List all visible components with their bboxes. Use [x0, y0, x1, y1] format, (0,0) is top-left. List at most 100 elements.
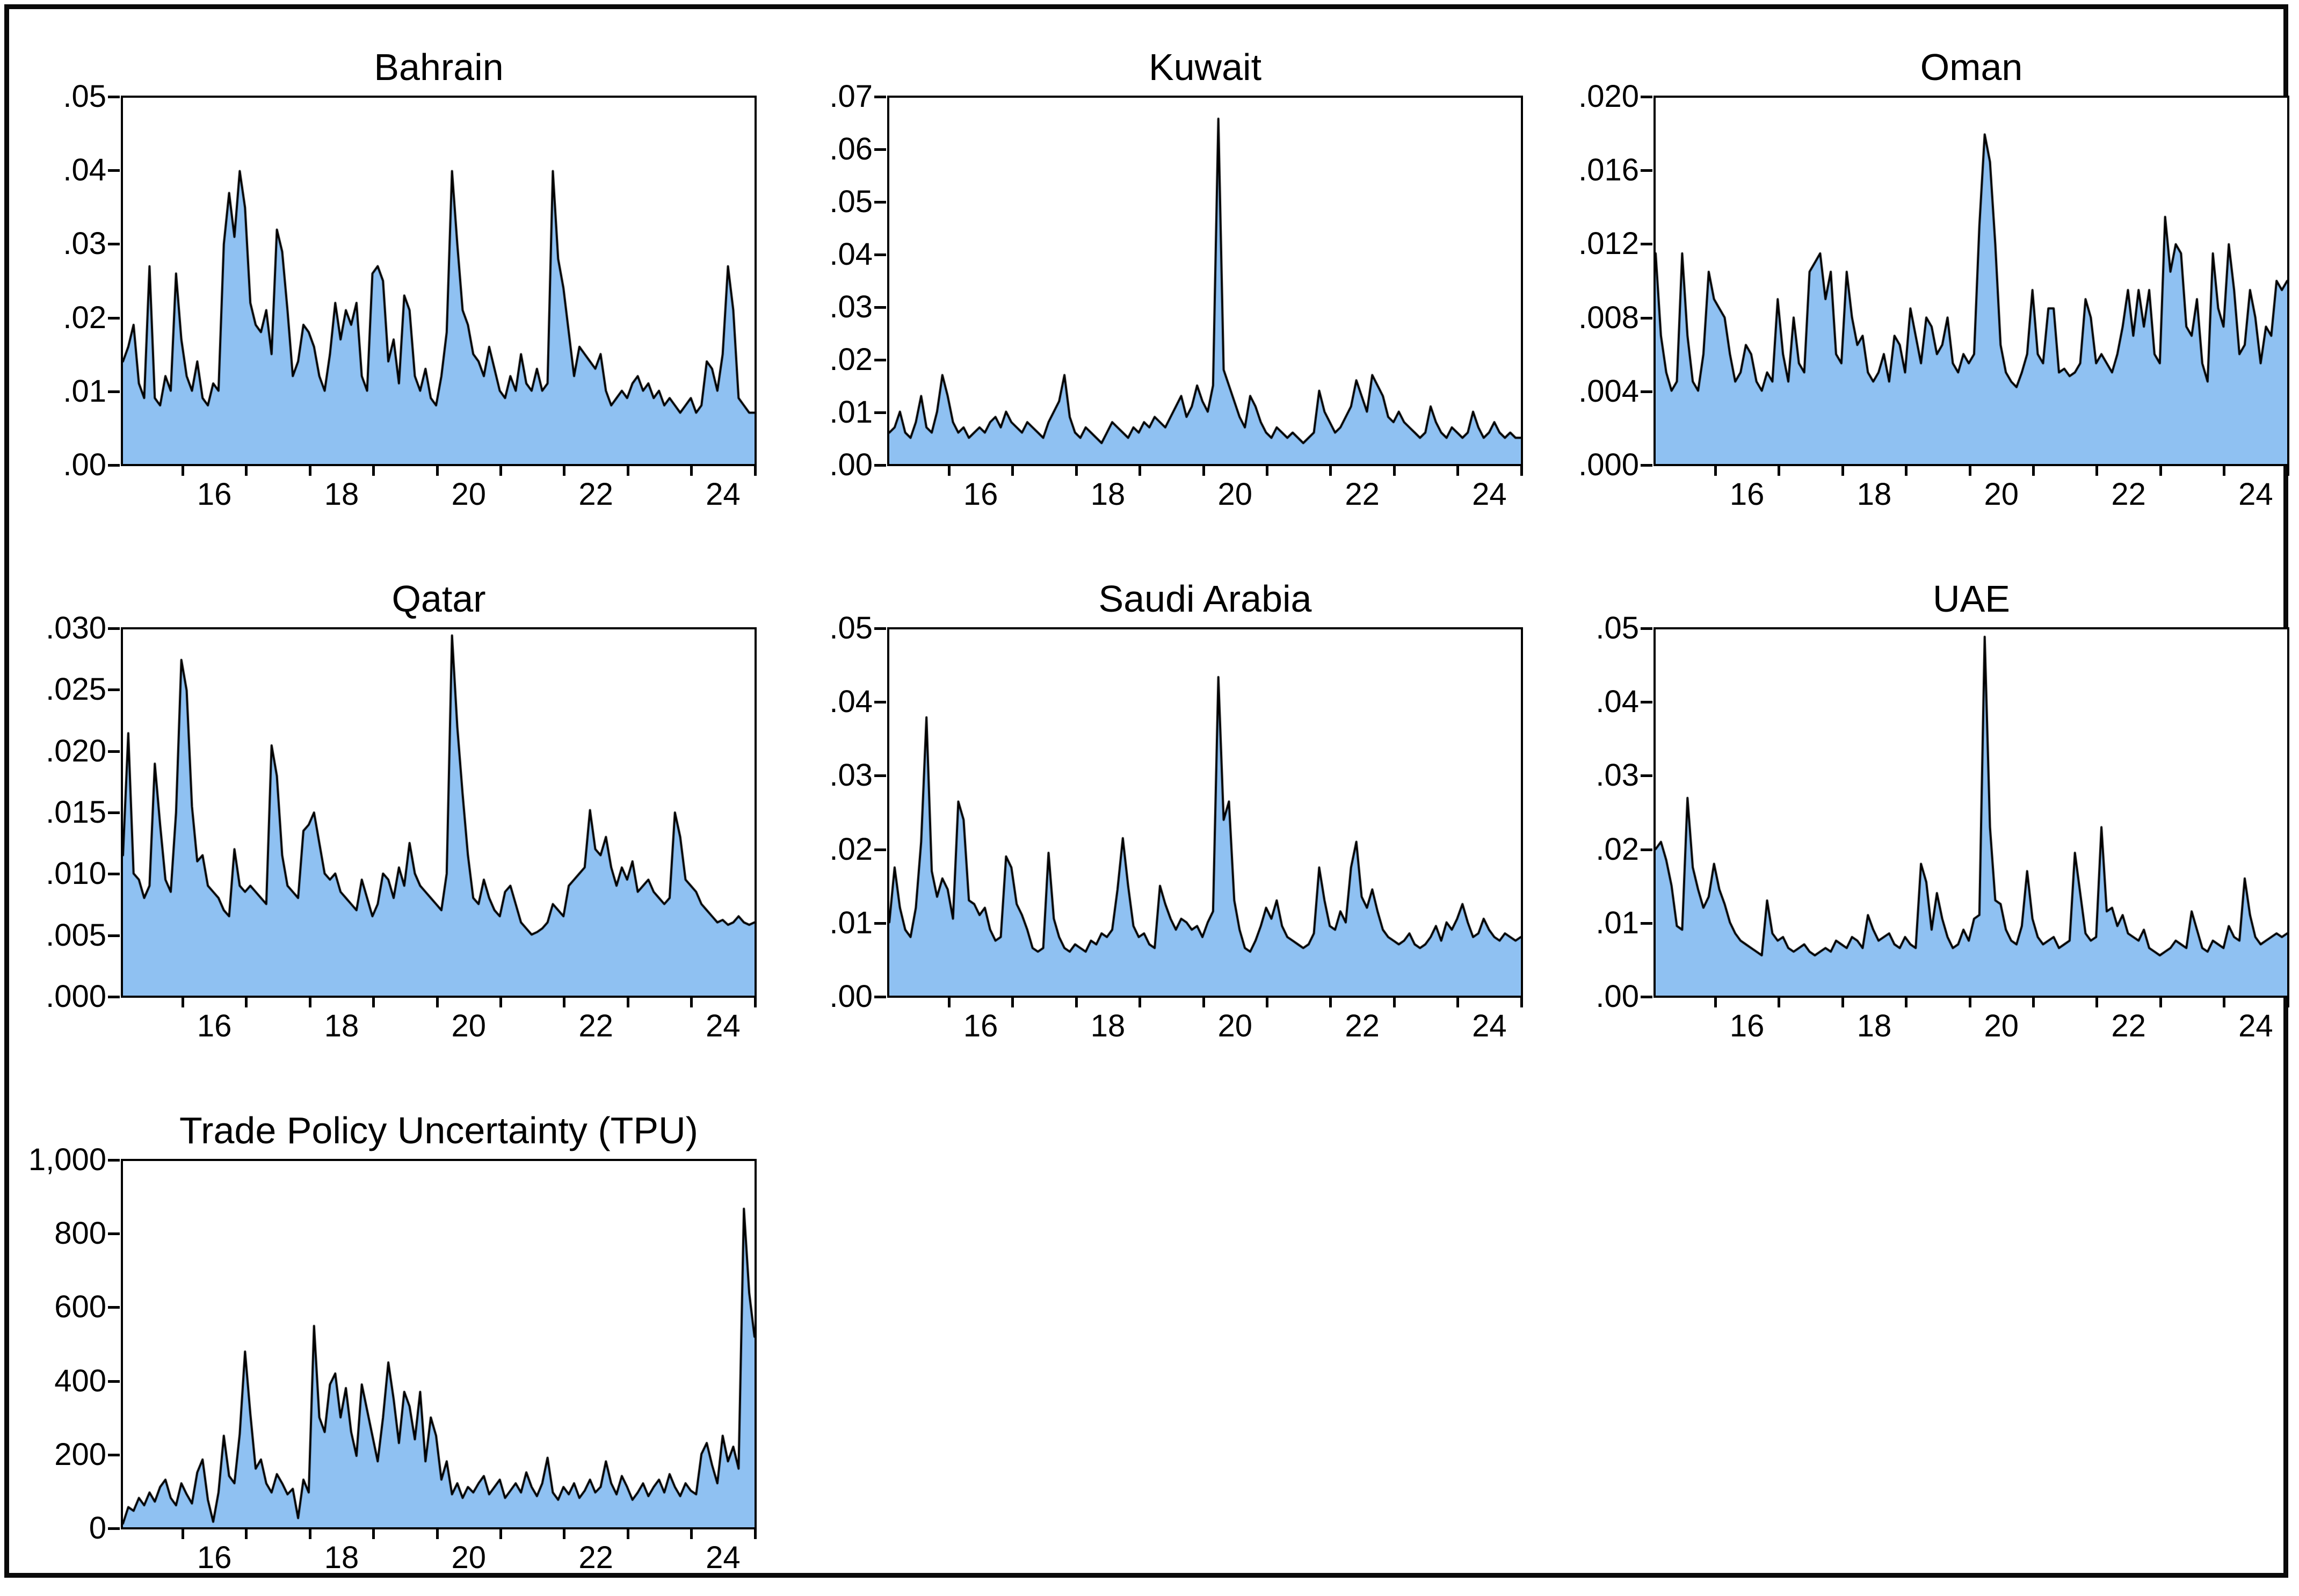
y-tick-mark: [1641, 464, 1652, 467]
y-tick-label: .02: [1595, 831, 1639, 867]
y-tick-label: .00: [829, 979, 873, 1014]
y-tick-label: 600: [54, 1289, 106, 1325]
x-tick-mark: [2159, 465, 2162, 476]
x-tick-label: 20: [1217, 1009, 1253, 1043]
y-tick-mark: [108, 390, 120, 393]
y-tick-mark: [1641, 996, 1652, 998]
x-tick-mark: [690, 1528, 693, 1539]
y-tick-label: .03: [829, 758, 873, 793]
area-series-canvas: [889, 629, 1521, 996]
x-tick-mark: [1202, 997, 1205, 1007]
x-tick-mark: [245, 997, 248, 1007]
x-tick-mark: [372, 997, 375, 1007]
x-tick-mark: [245, 1528, 248, 1539]
y-tick-label: .00: [829, 447, 873, 482]
y-tick-label: .020: [1578, 79, 1639, 114]
y-tick-mark: [874, 774, 886, 778]
x-tick-mark: [1266, 997, 1268, 1007]
y-tick-label: .04: [829, 684, 873, 720]
y-tick-label: .000: [1578, 447, 1639, 482]
chart-title: Qatar: [391, 578, 486, 620]
y-tick-mark: [108, 96, 120, 98]
x-tick-mark: [626, 465, 629, 476]
x-tick-label: 18: [1856, 477, 1892, 512]
y-tick-mark: [108, 169, 120, 172]
y-tick-label: .05: [1595, 611, 1639, 645]
x-tick-mark: [372, 465, 375, 476]
x-tick-mark: [1329, 997, 1332, 1007]
y-tick-label: .05: [829, 184, 873, 219]
y-tick-mark: [108, 996, 120, 998]
y-tick-label: .03: [829, 289, 873, 324]
x-tick-label: 24: [1472, 1009, 1507, 1043]
x-tick-mark: [436, 465, 439, 476]
x-tick-mark: [1520, 997, 1523, 1007]
y-tick-label: .01: [1595, 905, 1639, 940]
x-tick-mark: [1714, 997, 1717, 1007]
area-series-canvas: [1656, 629, 2287, 996]
x-tick-mark: [2032, 465, 2035, 476]
x-tick-mark: [1138, 465, 1142, 476]
y-tick-label: .01: [829, 395, 873, 430]
x-tick-mark: [1905, 465, 1908, 476]
y-tick-label: .02: [829, 342, 873, 377]
chart-title: Kuwait: [1148, 46, 1262, 88]
x-tick-mark: [2159, 997, 2162, 1007]
x-tick-mark: [948, 997, 951, 1007]
chart-oman: Oman .000 .004 .008 .012 .016 .020 16 18 20 22 24: [1533, 0, 2299, 532]
y-tick-mark: [108, 1380, 120, 1383]
y-tick-mark: [108, 750, 120, 753]
y-tick-mark: [874, 201, 886, 204]
x-tick-mark: [1075, 465, 1078, 476]
x-tick-mark: [2095, 465, 2099, 476]
y-tick-label: .02: [829, 831, 873, 867]
y-tick-mark: [108, 934, 120, 937]
x-tick-mark: [1075, 997, 1078, 1007]
x-tick-label: 18: [1090, 1009, 1126, 1043]
y-tick-label: .05: [63, 79, 106, 114]
chart-title: Saudi Arabia: [1098, 578, 1312, 620]
y-tick-label: .02: [63, 300, 106, 335]
x-tick-label: 22: [1345, 1009, 1380, 1043]
x-tick-mark: [245, 465, 248, 476]
x-tick-label: 20: [1984, 1009, 2019, 1043]
chart-title: Trade Policy Uncertainty (TPU): [179, 1109, 698, 1151]
y-tick-mark: [1641, 316, 1652, 320]
y-tick-mark: [874, 996, 886, 998]
y-tick-label: .016: [1578, 153, 1639, 188]
y-tick-mark: [1641, 627, 1652, 630]
x-tick-mark: [436, 1528, 439, 1539]
y-tick-mark: [108, 627, 120, 630]
x-tick-mark: [308, 465, 311, 476]
x-tick-mark: [690, 997, 693, 1007]
chart-title: Bahrain: [374, 46, 504, 88]
y-tick-mark: [1641, 922, 1652, 925]
y-tick-label: .03: [1595, 758, 1639, 793]
x-tick-mark: [182, 1528, 184, 1539]
x-tick-label: 22: [1345, 477, 1380, 512]
x-tick-mark: [2223, 465, 2226, 476]
y-tick-label: .008: [1578, 300, 1639, 335]
x-tick-mark: [2286, 465, 2289, 476]
y-tick-mark: [874, 627, 886, 630]
y-tick-mark: [108, 316, 120, 320]
x-tick-mark: [1778, 465, 1781, 476]
y-tick-label: .01: [829, 905, 873, 940]
y-tick-label: .04: [829, 237, 873, 272]
x-tick-mark: [563, 997, 566, 1007]
y-tick-label: .012: [1578, 226, 1639, 262]
x-tick-label: 24: [706, 1540, 741, 1575]
y-tick-mark: [1641, 774, 1652, 778]
y-tick-mark: [874, 148, 886, 151]
chart-qatar: Qatar .000 .005 .010 .015 .020 .025 .030 16 18 20…: [0, 532, 766, 1063]
y-tick-mark: [108, 1306, 120, 1309]
x-tick-label: 18: [324, 1540, 359, 1575]
y-tick-mark: [874, 848, 886, 851]
y-tick-mark: [1641, 848, 1652, 851]
y-tick-label: .05: [829, 611, 873, 645]
area-series-canvas: [123, 98, 755, 464]
y-tick-mark: [874, 253, 886, 256]
y-tick-label: .06: [829, 132, 873, 166]
x-tick-label: 16: [197, 1540, 232, 1575]
x-tick-label: 20: [1217, 477, 1253, 512]
